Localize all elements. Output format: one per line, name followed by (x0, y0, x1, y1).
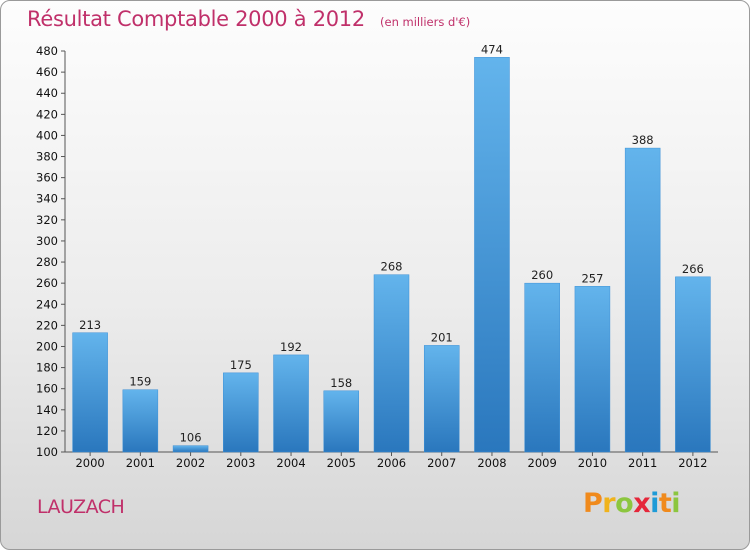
x-tick-label-2005: 2005 (327, 456, 356, 470)
y-tick-label: 140 (36, 403, 58, 417)
y-tick-label: 100 (36, 445, 58, 459)
place-name: LAUZACH (37, 496, 125, 518)
x-tick-label-2006: 2006 (377, 456, 406, 470)
data-label-2006: 268 (381, 260, 403, 274)
chart-unit: (en milliers d'€) (380, 15, 471, 29)
bar-2004 (273, 354, 309, 453)
y-tick-label: 340 (36, 192, 58, 206)
bar-2012 (675, 276, 711, 453)
x-tick-label-2010: 2010 (578, 456, 607, 470)
y-tick-label: 300 (36, 234, 58, 248)
bar-2010 (574, 286, 611, 453)
y-tick-label: 220 (36, 318, 58, 332)
data-label-2008: 474 (481, 42, 503, 56)
y-tick-label: 240 (36, 297, 58, 311)
x-tick-label-2003: 2003 (226, 456, 255, 470)
data-label-2012: 266 (682, 262, 704, 276)
bar-2001 (122, 389, 159, 453)
x-tick-label-2004: 2004 (276, 456, 305, 470)
data-label-2007: 201 (431, 330, 453, 344)
data-label-2010: 257 (581, 271, 603, 285)
bar-2005 (323, 390, 360, 453)
bar-2008 (474, 57, 510, 453)
x-tick-label-2002: 2002 (176, 456, 205, 470)
y-tick-label: 400 (36, 128, 58, 142)
y-tick-label: 440 (36, 86, 58, 100)
data-label-2001: 159 (129, 375, 151, 389)
data-label-2009: 260 (531, 268, 553, 282)
y-tick-label: 160 (36, 382, 58, 396)
bar-2000 (72, 332, 108, 453)
y-axis: 100 120 140 160 180 200 220 240 260 280 300 320 340 3… (36, 44, 66, 459)
bar-2002 (172, 445, 209, 453)
title-row: Résultat Comptable 2000 à 2012 (en milli… (27, 7, 470, 31)
data-label-2000: 213 (79, 318, 101, 332)
data-label-2011: 388 (632, 133, 654, 147)
x-tick-label-2007: 2007 (427, 456, 456, 470)
data-label-2003: 175 (230, 358, 252, 372)
bar-2003 (223, 372, 259, 453)
bar-2007 (423, 345, 460, 453)
data-label-2005: 158 (330, 376, 352, 390)
y-tick-label: 120 (36, 424, 58, 438)
x-tick-label-2000: 2000 (75, 456, 104, 470)
x-tick-label-2008: 2008 (477, 456, 506, 470)
bar-2009 (524, 282, 560, 453)
y-tick-label: 460 (36, 65, 58, 79)
data-label-2002: 106 (180, 431, 202, 445)
y-tick-label: 420 (36, 107, 58, 121)
x-axis: 2000 2001 2002 2003 2004 2005 2006 2007 2008 2009… (65, 451, 718, 470)
y-tick-label: 380 (36, 150, 58, 164)
chart-title: Résultat Comptable 2000 à 2012 (27, 7, 365, 31)
bar-2011 (624, 147, 661, 453)
bars: 213 159 106 175 192 158 268 201 474 260 257 388 266 (72, 42, 711, 453)
y-tick-label: 360 (36, 171, 58, 185)
x-tick-label-2011: 2011 (628, 456, 657, 470)
y-tick-label: 200 (36, 339, 58, 353)
y-tick-label: 180 (36, 361, 58, 375)
bar-2006 (373, 274, 410, 453)
y-tick-label: 480 (36, 44, 58, 58)
y-tick-label: 280 (36, 255, 58, 269)
y-tick-label: 260 (36, 276, 58, 290)
proxiti-logo: Proxiti (583, 488, 681, 519)
x-tick-label-2012: 2012 (678, 456, 707, 470)
y-tick-label: 320 (36, 213, 58, 227)
x-tick-label-2001: 2001 (126, 456, 155, 470)
data-label-2004: 192 (280, 340, 302, 354)
x-tick-label-2009: 2009 (528, 456, 557, 470)
